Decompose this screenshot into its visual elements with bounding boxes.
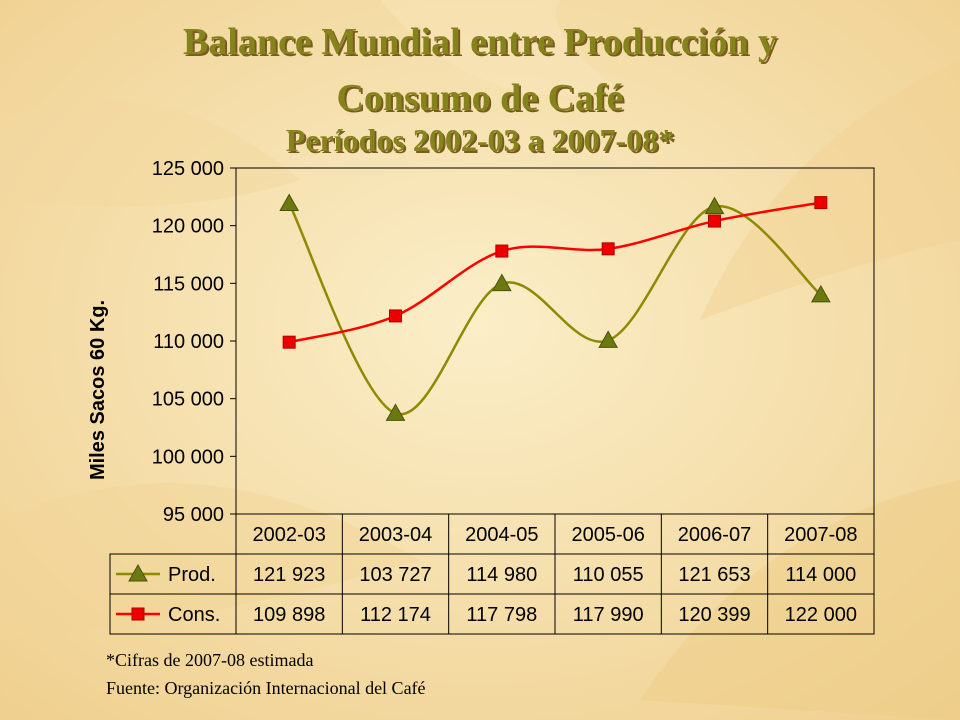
category-label: 2002-03	[252, 524, 325, 546]
category-label: 2005-06	[571, 524, 644, 546]
legend-marker	[131, 607, 145, 621]
series-cons	[282, 196, 828, 349]
data-point-cons	[389, 309, 402, 323]
category-label: 2006-07	[678, 524, 751, 546]
category-label: 2004-05	[465, 524, 538, 546]
y-tick-label: 115 000	[153, 273, 224, 295]
y-tick-label: 105 000	[152, 389, 224, 411]
data-point-prod	[279, 193, 300, 211]
chart-title-line1: Balance Mundial entre Producción y	[183, 21, 777, 63]
data-point-prod	[491, 273, 512, 292]
y-axis-label: Miles Sacos 60 Kg.	[87, 300, 109, 480]
y-tick-label: 125 000	[152, 158, 224, 180]
data-label: 109 898	[253, 604, 325, 626]
y-tick-label: 120 000	[152, 216, 224, 238]
data-label: 120 399	[678, 604, 750, 626]
data-label: 121 653	[678, 564, 750, 586]
plot-area	[235, 167, 875, 515]
series-lines	[279, 193, 831, 421]
y-tick-label: 110 000	[153, 331, 224, 353]
y-tick-label: 100 000	[152, 446, 224, 468]
data-point-cons	[814, 196, 828, 210]
data-label: 110 055	[573, 564, 644, 586]
legend-entry-cons: Cons.	[116, 604, 220, 626]
data-point-prod	[598, 330, 619, 348]
data-point-cons	[495, 244, 509, 258]
series-line-prod	[288, 202, 822, 416]
chart-title-line2: Consumo de Café	[336, 77, 624, 119]
data-point-prod	[810, 284, 831, 303]
data-label: 112 174	[360, 604, 431, 626]
legend-entry-prod: Prod.	[116, 563, 216, 586]
y-tick-label: 95 000	[163, 504, 224, 526]
y-axis: 95 000 100 000 105 000 110 000 115 000 120 00…	[152, 158, 236, 526]
legend-label: Prod.	[168, 564, 216, 586]
data-point-cons	[282, 335, 296, 349]
footnote: *Cifras de 2007-08 estimada	[106, 650, 314, 670]
data-point-prod	[704, 196, 725, 215]
table-row	[109, 593, 875, 635]
data-label: 117 798	[466, 604, 537, 626]
data-point-prod	[385, 403, 406, 421]
data-label: 114 000	[785, 564, 856, 586]
legend-label: Cons.	[168, 604, 220, 626]
data-table: 2002-03 2003-04 2004-05 2005-06 2006-07 2007-…	[109, 513, 875, 635]
data-point-cons	[601, 242, 615, 256]
category-label: 2007-08	[784, 524, 857, 546]
chart-subtitle: Períodos 2002-03 a 2007-08*	[285, 122, 675, 158]
data-label: 121 923	[253, 564, 325, 586]
series-line-cons	[288, 201, 822, 344]
category-label: 2003-04	[359, 524, 432, 546]
legend-marker	[128, 563, 148, 582]
data-label: 103 727	[359, 564, 431, 586]
data-label: 117 990	[573, 604, 644, 626]
data-label: 114 980	[466, 564, 537, 586]
series-prod	[279, 193, 831, 421]
data-point-cons	[708, 214, 721, 228]
source-note: Fuente: Organización Internacional del C…	[106, 678, 426, 698]
data-label: 122 000	[785, 604, 857, 626]
